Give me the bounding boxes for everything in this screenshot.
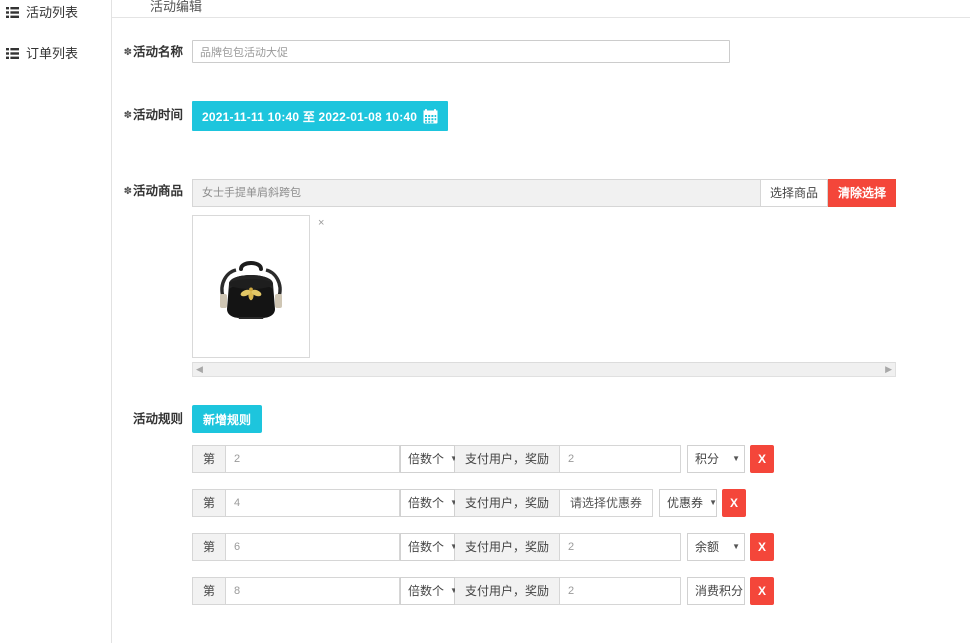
rule-reward-amount-input[interactable] xyxy=(560,445,682,473)
rule-unit-select[interactable]: 倍数个 ▼ xyxy=(400,533,458,561)
remove-thumbnail-icon[interactable]: × xyxy=(318,217,325,229)
sidebar-item-activity-list[interactable]: 活动列表 xyxy=(0,2,111,22)
rule-threshold-input[interactable] xyxy=(226,533,400,561)
scroll-left-arrow-icon[interactable]: ◀ xyxy=(196,364,203,374)
rule-unit-select[interactable]: 倍数个 ▼ xyxy=(400,577,458,605)
rule-row: 第倍数个▼支付用户，奖励余额▼X xyxy=(192,533,775,561)
rule-reward-kind-value: 消费积分 xyxy=(695,584,744,598)
rule-prefix-label: 第 xyxy=(192,577,227,605)
activity-time-control: 2021-11-11 10:40 至 2022-01-08 10:40 xyxy=(192,101,970,131)
delete-rule-button[interactable]: X xyxy=(750,445,775,473)
rule-middle-label: 支付用户，奖励 xyxy=(455,577,561,605)
activity-time-label-text: 活动时间 xyxy=(132,108,183,122)
activity-edit-form: ✽活动名称 ✽活动时间 2021-11-11 10:40 至 2022-01-0… xyxy=(112,40,970,621)
chevron-down-icon: ▼ xyxy=(732,542,741,551)
calendar-icon xyxy=(423,108,438,124)
rule-unit-value: 倍数个 xyxy=(408,496,445,510)
activity-name-input[interactable] xyxy=(192,40,730,63)
rule-row: 第倍数个▼支付用户，奖励积分▼X xyxy=(192,445,775,473)
sidebar-item-label: 订单列表 xyxy=(26,45,79,61)
handbag-image xyxy=(203,238,299,335)
rule-reward-kind-select[interactable]: 消费积分▼ xyxy=(687,577,757,605)
required-marker: ✽ xyxy=(123,47,132,58)
rule-unit-value: 倍数个 xyxy=(408,584,445,598)
rule-row: 第 倍数个 ▼支付用户，奖励 消费积分▼X xyxy=(192,577,775,605)
chevron-down-icon: ▼ xyxy=(450,542,458,551)
activity-name-label: ✽活动名称 xyxy=(112,40,192,59)
chevron-down-icon: ▼ xyxy=(450,454,458,463)
activity-rules-control: 新增规则 第倍数个▼支付用户，奖励积分▼X第倍数个▼支付用户，奖励请选择优惠券优… xyxy=(192,405,970,621)
rule-threshold-input[interactable] xyxy=(226,577,400,605)
clear-selection-button[interactable]: 清除选择 xyxy=(827,179,896,207)
rule-unit-value: 倍数个 xyxy=(408,452,445,466)
add-rule-button[interactable]: 新增规则 xyxy=(192,405,263,433)
required-marker: ✽ xyxy=(123,110,132,121)
rule-middle-label: 支付用户，奖励 xyxy=(455,445,561,473)
form-row-activity-goods: ✽活动商品 女士手提单肩斜跨包 选择商品 清除选择 xyxy=(112,179,970,377)
rule-middle-label: 支付用户，奖励 xyxy=(455,489,561,517)
chevron-down-icon: ▼ xyxy=(709,498,717,507)
rule-threshold-input[interactable] xyxy=(226,445,400,473)
tab-activity-edit[interactable]: 活动编辑 xyxy=(144,0,209,16)
date-range-value: 2021-11-11 10:40 至 2022-01-08 10:40 xyxy=(202,109,418,124)
rule-reward-kind-select[interactable]: 余额 ▼ xyxy=(687,533,746,561)
sidebar: 活动列表 订单列表 xyxy=(0,0,112,643)
sidebar-item-label: 活动列表 xyxy=(26,4,79,20)
rule-reward-kind-select[interactable]: 积分 ▼ xyxy=(687,445,746,473)
list-icon xyxy=(6,47,19,59)
rule-reward-kind-select[interactable]: 优惠券 ▼ xyxy=(659,489,718,517)
delete-rule-button[interactable]: X xyxy=(750,533,775,561)
chevron-down-icon: ▼ xyxy=(450,498,458,507)
rule-reward-kind-value: 优惠券 xyxy=(667,496,704,510)
activity-time-label: ✽活动时间 xyxy=(112,101,192,122)
chevron-down-icon: ▼ xyxy=(450,586,458,595)
activity-name-control xyxy=(192,40,970,63)
activity-goods-label-text: 活动商品 xyxy=(132,184,183,198)
rule-reward-kind-value: 积分 xyxy=(695,452,720,466)
main-content: 活动编辑 ✽活动名称 ✽活动时间 2021-11-11 10:40 至 xyxy=(112,0,970,643)
chevron-down-icon: ▼ xyxy=(732,454,741,463)
form-row-activity-name: ✽活动名称 xyxy=(112,40,970,63)
activity-name-label-text: 活动名称 xyxy=(132,45,183,59)
rule-prefix-label: 第 xyxy=(192,533,227,561)
goods-thumbnail-area: × ◀ ▶ xyxy=(192,215,896,377)
form-row-activity-time: ✽活动时间 2021-11-11 10:40 至 2022-01-08 10:4… xyxy=(112,101,970,131)
rules-list: 第倍数个▼支付用户，奖励积分▼X第倍数个▼支付用户，奖励请选择优惠券优惠券▼X第… xyxy=(192,445,970,605)
delete-rule-button[interactable]: X xyxy=(722,489,747,517)
rule-prefix-label: 第 xyxy=(192,445,227,473)
delete-rule-button[interactable]: X xyxy=(750,577,775,605)
tab-bar: 活动编辑 xyxy=(112,0,970,18)
scroll-right-arrow-icon[interactable]: ▶ xyxy=(885,364,892,374)
rule-unit-select[interactable]: 倍数个 ▼ xyxy=(400,445,458,473)
activity-goods-control: 女士手提单肩斜跨包 选择商品 清除选择 xyxy=(192,179,970,377)
rule-prefix-label: 第 xyxy=(192,489,227,517)
rule-reward-kind-value: 余额 xyxy=(695,540,720,554)
date-range-picker-button[interactable]: 2021-11-11 10:40 至 2022-01-08 10:40 xyxy=(192,101,449,131)
goods-thumbnail-strip: × xyxy=(192,215,896,360)
activity-rules-label: 活动规则 xyxy=(132,412,183,426)
thumbnail-horizontal-scrollbar[interactable]: ◀ ▶ xyxy=(192,362,896,377)
selected-goods-field[interactable]: 女士手提单肩斜跨包 xyxy=(192,179,760,207)
goods-input-group: 女士手提单肩斜跨包 选择商品 清除选择 xyxy=(192,179,896,207)
select-goods-button[interactable]: 选择商品 xyxy=(759,179,828,207)
activity-goods-label: ✽活动商品 xyxy=(112,179,192,198)
rule-threshold-input[interactable] xyxy=(226,489,401,517)
sidebar-item-order-list[interactable]: 订单列表 xyxy=(0,43,111,63)
rule-reward-amount-input[interactable] xyxy=(560,577,682,605)
rule-middle-label: 支付用户，奖励 xyxy=(455,533,561,561)
form-row-activity-rules: 活动规则 新增规则 第倍数个▼支付用户，奖励积分▼X第倍数个▼支付用户，奖励请选… xyxy=(112,405,970,621)
rule-unit-select[interactable]: 倍数个 ▼ xyxy=(400,489,458,517)
rule-unit-value: 倍数个 xyxy=(408,540,445,554)
rule-reward-amount-input[interactable] xyxy=(560,533,682,561)
list-icon xyxy=(6,6,19,18)
required-marker: ✽ xyxy=(123,186,132,197)
goods-thumbnail[interactable] xyxy=(192,215,310,358)
rule-select-coupon-button[interactable]: 请选择优惠券 xyxy=(560,489,654,517)
